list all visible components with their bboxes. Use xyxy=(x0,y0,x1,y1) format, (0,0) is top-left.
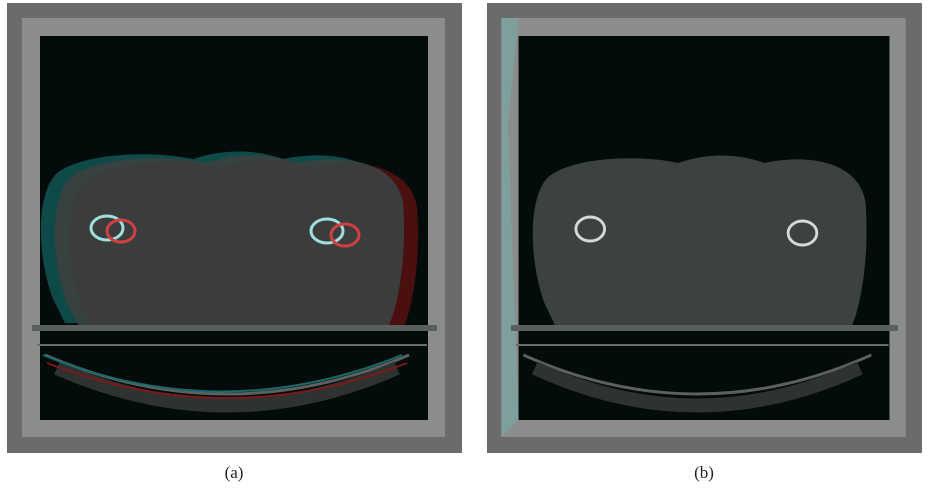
caption: (a) xyxy=(225,463,244,482)
panel-b-image xyxy=(487,3,922,453)
caption: (b) xyxy=(694,463,714,482)
panel-a-image xyxy=(7,3,462,453)
